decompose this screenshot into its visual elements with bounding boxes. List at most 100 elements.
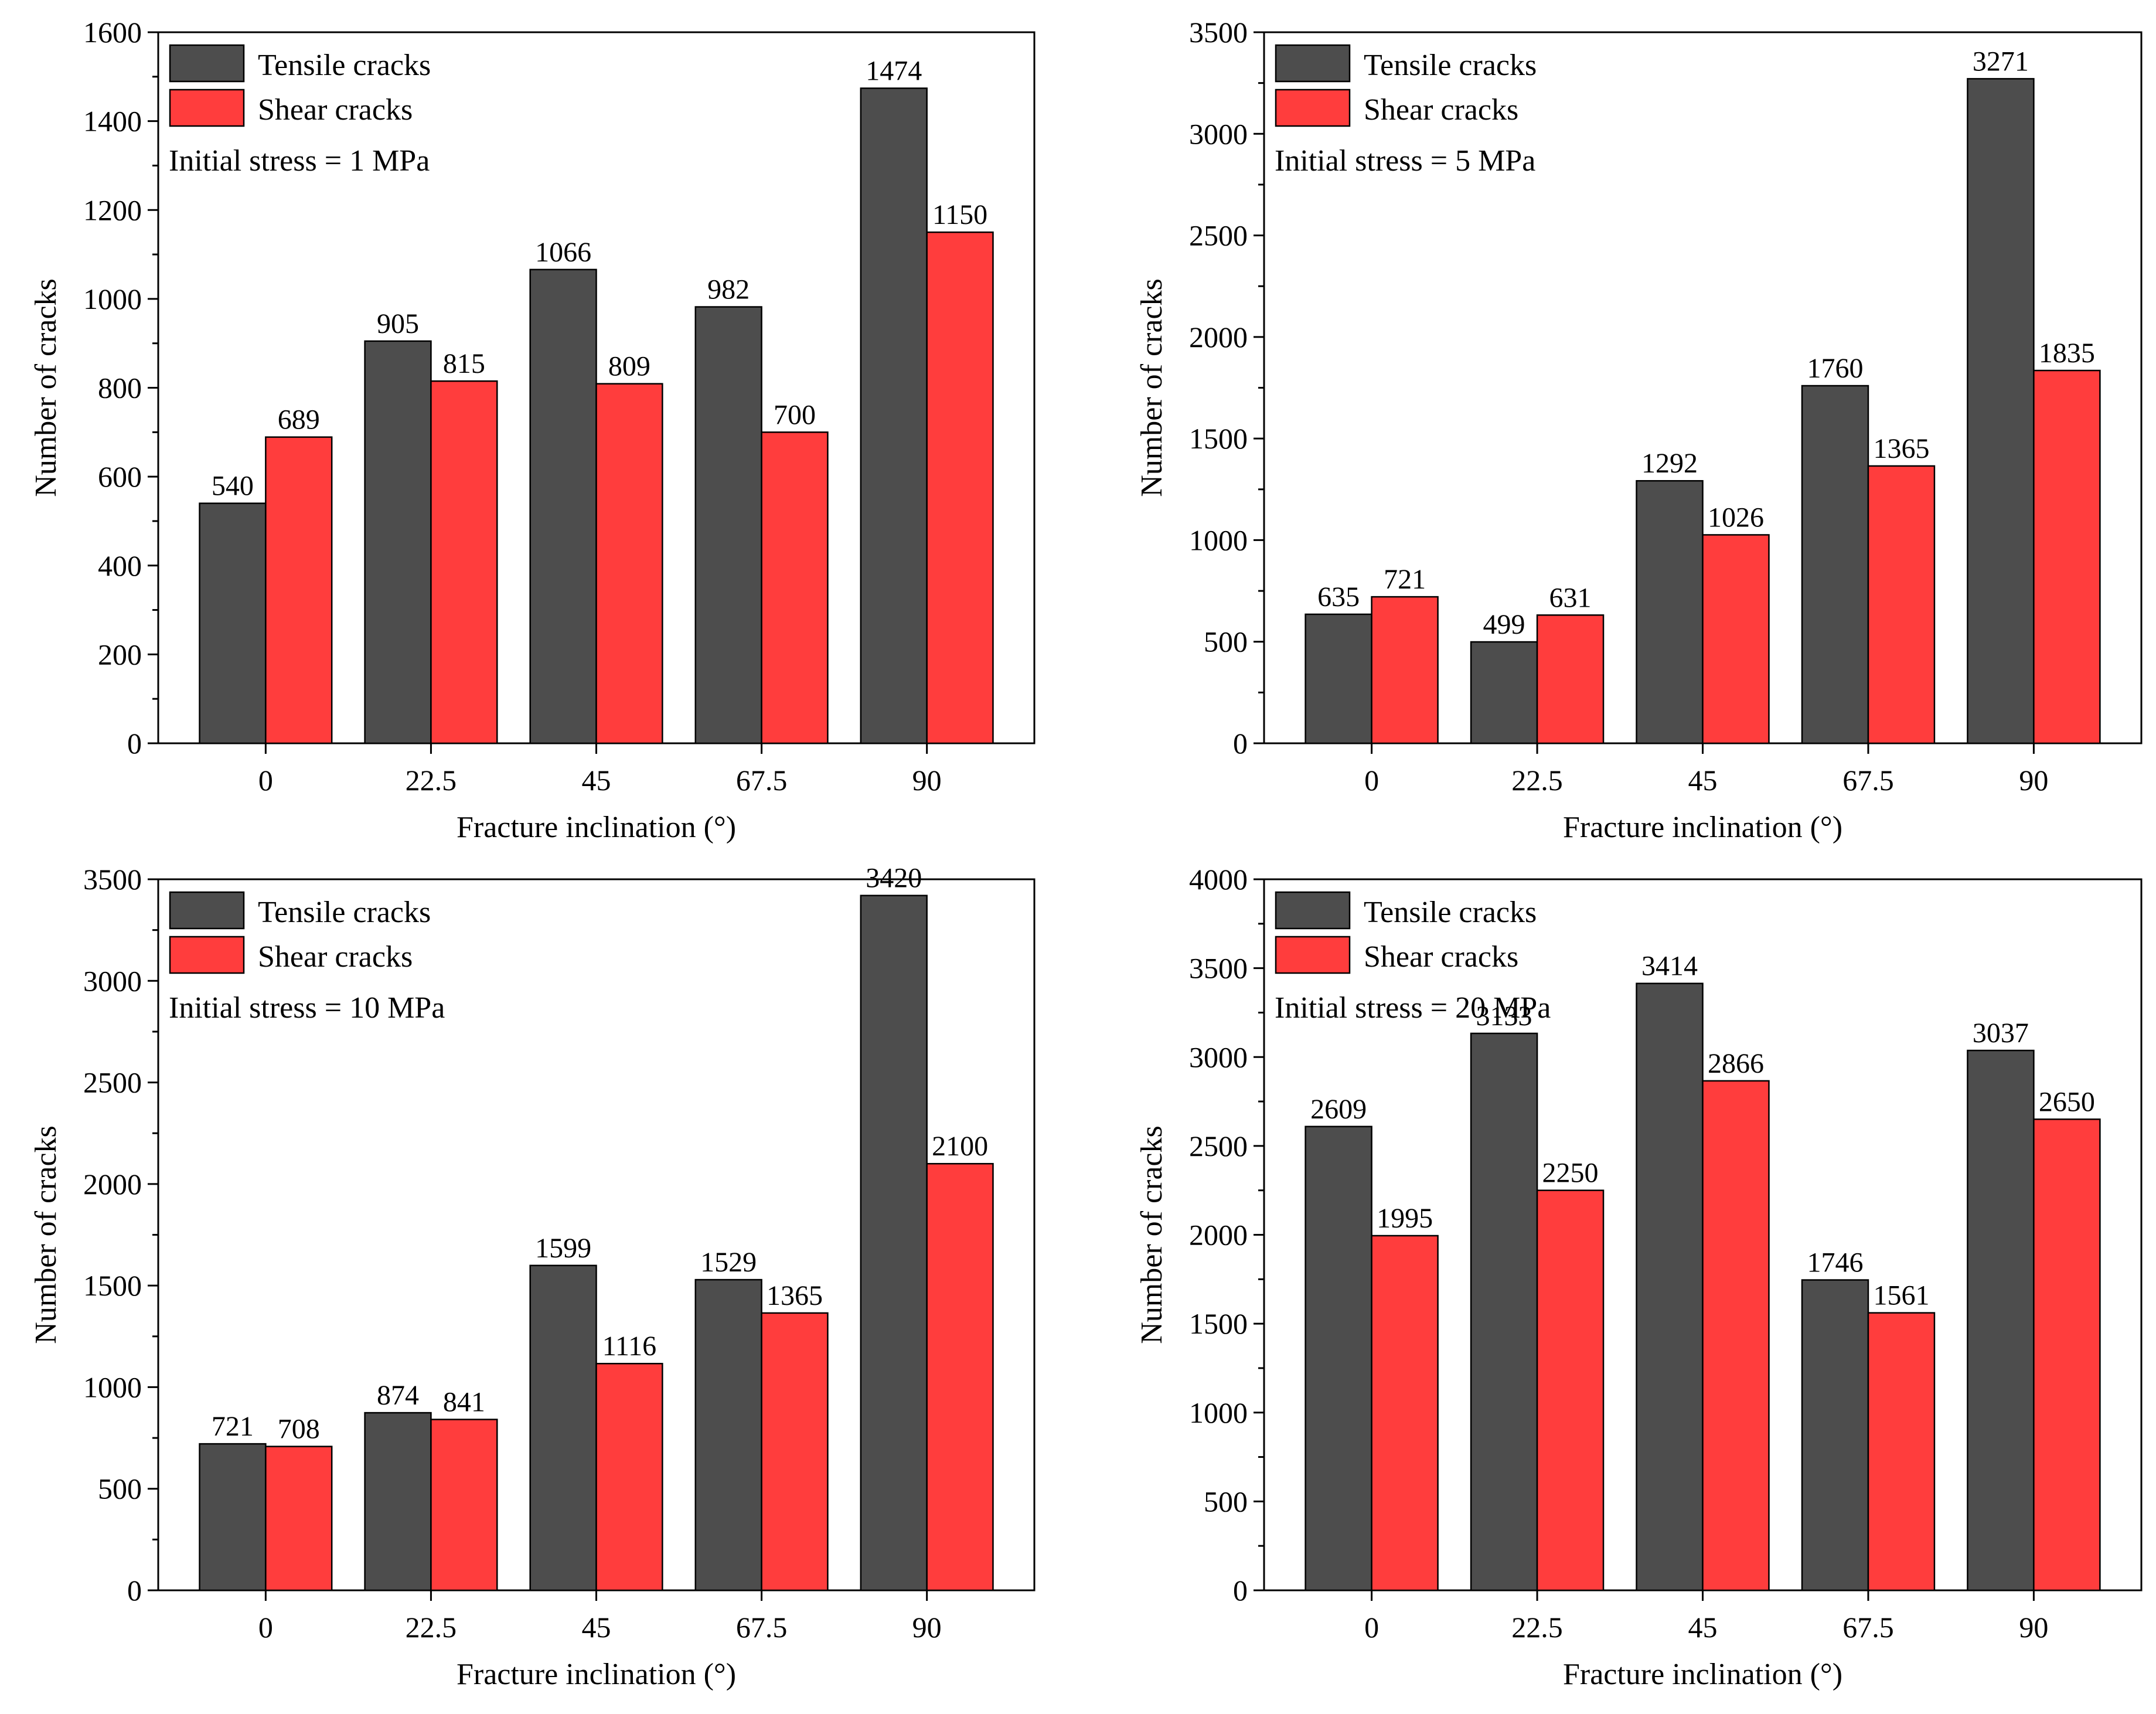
shear-bar: [1536, 614, 1605, 744]
legend-label-shear: Shear cracks: [1364, 93, 1518, 127]
y-tick-label: 1000: [1189, 1396, 1248, 1429]
x-tick-label: 90: [2019, 1611, 2048, 1644]
shear-bar: [265, 436, 333, 744]
y-tick-label: 2500: [1189, 219, 1248, 252]
shear-bar: [926, 1162, 994, 1591]
y-tick-label: 600: [98, 460, 142, 493]
shear-value-label: 2100: [932, 1131, 988, 1162]
chart-panel-2: 0 500 1000 1500 2000 2500 3000 3500 0 635 721 22.5 4…: [1135, 16, 2143, 844]
x-tick-label: 0: [1364, 764, 1379, 797]
y-tick-label: 3000: [1189, 117, 1248, 150]
tensile-value-label: 1529: [700, 1247, 757, 1278]
shear-bar: [1371, 1235, 1439, 1591]
x-tick-label: 67.5: [1842, 764, 1894, 797]
y-tick-label: 1600: [83, 16, 142, 49]
x-tick-label: 90: [912, 1611, 942, 1644]
y-axis-title: Number of cracks: [29, 278, 63, 497]
x-axis-title: Fracture inclination (°): [1563, 811, 1842, 844]
x-tick-label: 22.5: [406, 764, 457, 797]
tensile-bar: [529, 1264, 597, 1591]
legend-label-shear: Shear cracks: [258, 940, 413, 974]
x-tick-label: 67.5: [736, 1611, 788, 1644]
shear-bar: [595, 383, 663, 744]
legend-label-tensile: Tensile cracks: [258, 896, 431, 929]
y-tick-label: 1500: [83, 1269, 142, 1302]
legend-swatch-tensile: [169, 891, 245, 930]
x-axis-title: Fracture inclination (°): [457, 1658, 736, 1691]
tensile-bar: [364, 340, 432, 744]
chart-panel-1: 0 200 400 600 800 1000 1200 1400 1600 0 540 689 22.5…: [29, 16, 1036, 844]
y-tick-label: 0: [127, 727, 142, 760]
shear-value-label: 1835: [2039, 338, 2095, 369]
y-tick-label: 2000: [1189, 1219, 1248, 1252]
shear-value-label: 2650: [2039, 1086, 2095, 1117]
shear-bar: [1867, 1312, 1936, 1591]
tensile-bar: [364, 1412, 432, 1591]
tensile-value-label: 982: [707, 274, 750, 305]
shear-bar: [2033, 369, 2101, 744]
shear-bar: [2033, 1118, 2101, 1591]
y-axis-title: Number of cracks: [1135, 1125, 1169, 1344]
shear-value-label: 1365: [1873, 433, 1929, 464]
y-tick-label: 500: [1204, 1485, 1248, 1518]
y-tick-label: 200: [98, 638, 142, 671]
y-tick-label: 2500: [83, 1066, 142, 1099]
tensile-bar: [694, 1278, 762, 1591]
tensile-bar: [1305, 1125, 1372, 1591]
shear-bar: [265, 1446, 333, 1591]
shear-value-label: 2866: [1708, 1048, 1764, 1079]
legend-label-shear: Shear cracks: [1364, 940, 1518, 974]
x-tick-label: 0: [258, 764, 273, 797]
y-tick-label: 500: [1204, 625, 1248, 658]
x-tick-label: 67.5: [1842, 1611, 1894, 1644]
x-tick-label: 22.5: [406, 1611, 457, 1644]
tensile-value-label: 3271: [1973, 46, 2029, 77]
shear-value-label: 809: [608, 351, 650, 382]
shear-bar: [430, 380, 498, 744]
x-tick-label: 0: [258, 1611, 273, 1644]
shear-value-label: 1116: [602, 1331, 656, 1362]
y-tick-label: 1500: [1189, 422, 1248, 455]
x-tick-label: 45: [1688, 1611, 1718, 1644]
y-tick-label: 1000: [83, 1370, 142, 1403]
tensile-value-label: 499: [1483, 609, 1525, 640]
y-tick-label: 4000: [1189, 863, 1248, 896]
tensile-bar: [860, 87, 928, 744]
y-tick-label: 3000: [1189, 1040, 1248, 1073]
shear-bar: [1702, 534, 1770, 744]
x-tick-label: 45: [582, 1611, 611, 1644]
y-tick-label: 1500: [1189, 1307, 1248, 1340]
x-tick-label: 45: [582, 764, 611, 797]
y-tick-label: 3000: [83, 964, 142, 997]
y-axis-title: Number of cracks: [1135, 278, 1169, 497]
shear-value-label: 689: [278, 404, 320, 436]
shear-value-label: 1150: [932, 199, 987, 230]
y-tick-label: 3500: [83, 863, 142, 896]
tensile-value-label: 874: [377, 1380, 419, 1411]
y-tick-label: 1000: [83, 283, 142, 315]
legend-swatch-tensile: [1275, 44, 1351, 83]
x-tick-label: 90: [2019, 764, 2048, 797]
shear-value-label: 631: [1549, 582, 1592, 613]
x-tick-label: 67.5: [736, 764, 788, 797]
y-tick-label: 2500: [1189, 1130, 1248, 1162]
shear-bar: [430, 1419, 498, 1591]
chart-panel-4: 0 500 1000 1500 2000 2500 3000 3500 4000 0 2609 199…: [1135, 863, 2143, 1691]
tensile-bar: [529, 268, 597, 744]
tensile-bar: [1636, 479, 1704, 744]
tensile-bar: [1470, 1032, 1538, 1591]
shear-bar: [1536, 1189, 1605, 1591]
tensile-value-label: 3420: [866, 863, 922, 894]
shear-value-label: 700: [774, 399, 816, 430]
tensile-bar: [199, 1443, 267, 1591]
tensile-bar: [1636, 982, 1704, 1591]
tensile-value-label: 635: [1317, 581, 1360, 613]
x-axis-title: Fracture inclination (°): [1563, 1658, 1842, 1691]
tensile-value-label: 905: [377, 308, 419, 339]
tensile-value-label: 2609: [1310, 1094, 1367, 1125]
shear-value-label: 1026: [1708, 502, 1764, 533]
tensile-value-label: 1474: [866, 56, 922, 87]
tensile-value-label: 721: [212, 1411, 254, 1442]
x-axis-title: Fracture inclination (°): [457, 811, 736, 844]
shear-bar: [926, 231, 994, 744]
